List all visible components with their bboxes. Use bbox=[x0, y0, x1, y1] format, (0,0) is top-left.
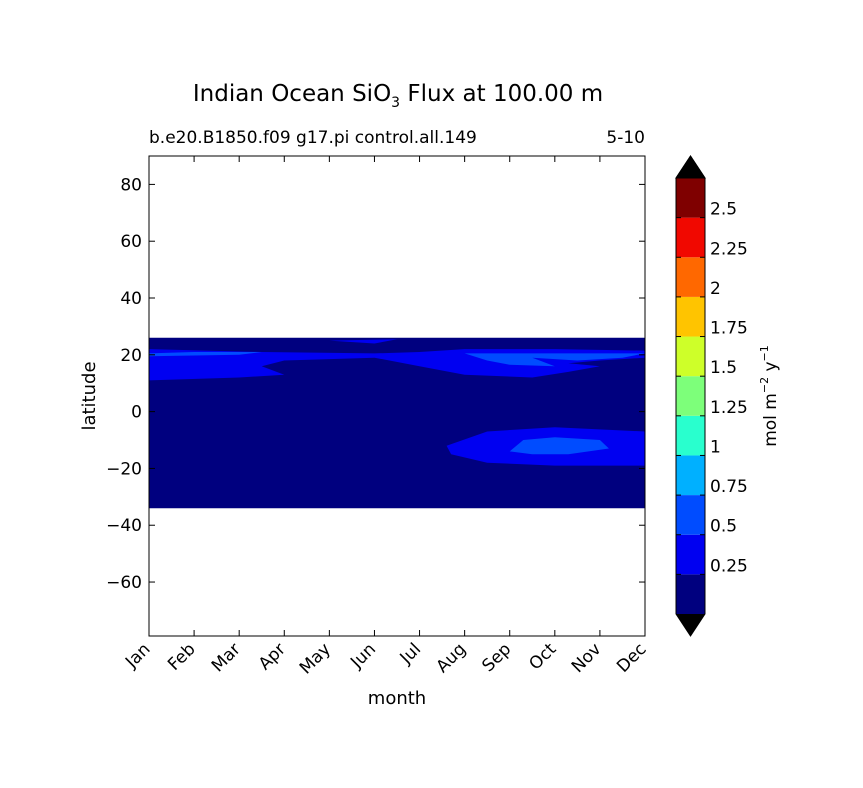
colorbar-segment bbox=[676, 178, 705, 218]
contour-region-5 bbox=[509, 437, 609, 455]
y-axis-label: latitude bbox=[79, 361, 100, 430]
colorbar-tick-label: 0.25 bbox=[710, 556, 748, 576]
colorbar-segment bbox=[676, 257, 705, 297]
x-tick-label: May bbox=[296, 639, 335, 678]
x-tick-label: Dec bbox=[613, 639, 650, 676]
y-tick-label: 0 bbox=[131, 403, 142, 423]
plot-frame bbox=[148, 155, 646, 637]
colorbar: 0.25 0.5 0.75 1 1.25 1.5 1.75 2 2.25 2.5 bbox=[675, 155, 748, 637]
chart-title-tail: Flux at 100.00 m bbox=[400, 81, 603, 107]
contour-region-0 bbox=[149, 337, 645, 509]
x-tick-label: Aug bbox=[433, 639, 471, 677]
x-axis-label: month bbox=[368, 688, 426, 709]
colorbar-segment bbox=[676, 574, 705, 614]
contour-region-4 bbox=[464, 353, 645, 367]
colorbar-label-mid: y bbox=[761, 361, 781, 376]
subtitle-left: b.e20.B1850.f09 g17.pi control.all.149 bbox=[149, 128, 477, 148]
y-tick-label: 80 bbox=[120, 175, 142, 195]
x-tick-label: Sep bbox=[478, 639, 515, 676]
colorbar-segment bbox=[676, 495, 705, 535]
y-tick-label: −20 bbox=[106, 459, 142, 479]
colorbar-tick-label: 2 bbox=[710, 279, 721, 299]
plot-area bbox=[149, 337, 645, 509]
colorbar-tick-label: 1 bbox=[710, 437, 721, 457]
y-axis: 80 60 40 20 0 −20 −40 −60 bbox=[106, 175, 645, 593]
colorbar-segment bbox=[676, 415, 705, 456]
chart-title-subscript: 3 bbox=[391, 95, 400, 111]
colorbar-tick-label: 0.75 bbox=[710, 477, 748, 497]
x-tick-label: Nov bbox=[568, 639, 606, 677]
colorbar-outline bbox=[675, 155, 706, 637]
contour-region-6 bbox=[149, 352, 262, 357]
colorbar-label-main: mol m bbox=[761, 393, 781, 447]
y-tick-label: 20 bbox=[120, 346, 142, 366]
colorbar-tick-label: 1.75 bbox=[710, 319, 748, 339]
colorbar-tick-label: 2.5 bbox=[710, 200, 737, 220]
y-tick-label: −60 bbox=[106, 573, 142, 593]
colorbar-segment bbox=[676, 376, 705, 416]
colorbar-tick-label: 2.25 bbox=[710, 239, 748, 259]
chart-title-text: Indian Ocean SiO bbox=[193, 81, 391, 107]
x-tick-label: Mar bbox=[208, 639, 245, 676]
colorbar-label-exp1: −2 bbox=[758, 377, 771, 393]
colorbar-tick-label: 0.5 bbox=[710, 517, 737, 537]
colorbar-segment bbox=[676, 296, 705, 337]
contour-region-2 bbox=[329, 339, 397, 344]
x-tick-label: Jan bbox=[121, 639, 154, 672]
colorbar-extend-min bbox=[676, 614, 705, 636]
colorbar-segment bbox=[676, 534, 705, 575]
colorbar-label-exp2: −1 bbox=[758, 345, 771, 361]
x-tick-label: Oct bbox=[525, 639, 560, 674]
y-tick-label: 60 bbox=[120, 232, 142, 252]
colorbar-segment bbox=[676, 455, 705, 496]
colorbar-extend-max-fill bbox=[676, 156, 705, 178]
colorbar-label: mol m−2 y−1 bbox=[758, 345, 781, 447]
y-tick-label: −40 bbox=[106, 516, 142, 536]
x-tick-label: Jun bbox=[346, 639, 380, 673]
y-tick-label: 40 bbox=[120, 289, 142, 309]
colorbar-segment bbox=[676, 217, 705, 258]
x-tick-label: Apr bbox=[255, 639, 290, 674]
subtitle-right: 5-10 bbox=[606, 128, 645, 148]
colorbar-segment bbox=[676, 336, 705, 377]
colorbar-tick-label: 1.25 bbox=[710, 398, 748, 418]
x-tick-label: Jul bbox=[396, 639, 425, 668]
chart-title: Indian Ocean SiO3 Flux at 100.00 m bbox=[193, 81, 603, 111]
x-tick-label: Feb bbox=[164, 639, 199, 674]
colorbar-tick-label: 1.5 bbox=[710, 358, 737, 378]
